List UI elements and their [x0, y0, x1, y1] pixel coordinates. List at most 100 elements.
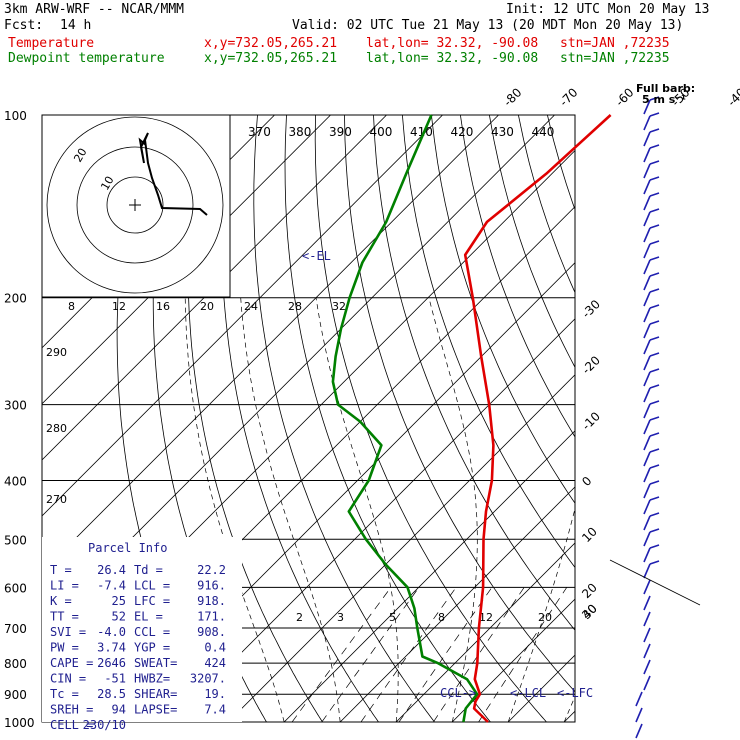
parcel-key: Td = — [134, 563, 163, 577]
isotherm-label: 0 — [579, 474, 594, 489]
wind-barb — [643, 355, 651, 371]
dry-adiabat — [663, 115, 740, 722]
full-barb-legend: Full barb: — [636, 82, 695, 95]
isotherm — [42, 115, 387, 461]
theta-side-label: 280 — [46, 422, 67, 435]
theta-label: 440 — [532, 125, 555, 139]
wind-barb-flag — [649, 112, 660, 117]
dry-adiabat — [187, 115, 323, 722]
wind-barb-flag — [649, 160, 660, 165]
mixing-ratio-label: 3 — [337, 611, 344, 624]
dry-adiabat — [634, 115, 740, 722]
wind-barb — [643, 307, 651, 323]
theta-side-label: 290 — [46, 346, 67, 359]
wind-barb — [643, 515, 651, 531]
wind-barb — [643, 643, 651, 659]
pressure-label: 1000 — [4, 716, 35, 730]
wind-barb — [643, 467, 651, 483]
parcel-key: HWBZ= — [134, 672, 170, 686]
isotherm — [42, 115, 443, 517]
parcel-info-box — [42, 537, 242, 722]
isotherm-label: -40 — [725, 85, 740, 109]
wind-barb — [635, 691, 643, 707]
wind-barb-flag — [649, 304, 660, 309]
moist-adiabat — [240, 297, 341, 722]
parcel-key: YGP = — [134, 641, 170, 655]
hodograph-ring — [106, 176, 164, 234]
wind-barb-flag — [649, 240, 660, 245]
wind-barb-flag — [649, 496, 660, 501]
pressure-label: 700 — [4, 622, 27, 636]
temperature-station: stn=JAN ,72235 — [560, 36, 670, 51]
wind-barb-flag — [649, 512, 660, 517]
parcel-value: 908. — [197, 625, 226, 639]
barb-axis-line — [609, 559, 701, 606]
wind-barb-flag — [649, 464, 660, 469]
parcel-value: 171. — [197, 610, 226, 624]
mixing-ratio-line — [291, 587, 392, 722]
wind-barb — [643, 659, 651, 675]
wind-barb — [635, 707, 643, 723]
isotherm-label: -60 — [613, 85, 637, 109]
wind-barb — [643, 531, 651, 547]
wind-barb — [643, 291, 651, 307]
wind-barb — [643, 259, 651, 275]
isotherm — [620, 115, 740, 722]
wind-speed-tick: 24 — [244, 300, 258, 313]
wind-barb-flag — [649, 448, 660, 453]
parcel-value: 2646 — [97, 656, 126, 670]
hodograph-ring-label: 20 — [71, 146, 89, 165]
hodograph — [41, 114, 231, 298]
wind-barb-flag — [649, 192, 660, 197]
wind-barb — [643, 163, 651, 179]
wind-barb-flag — [649, 432, 660, 437]
plot-frame — [41, 114, 576, 723]
lcl-annotation: <-LCL — [510, 686, 546, 700]
wind-barb — [643, 419, 651, 435]
moist-adiabat — [428, 297, 478, 722]
temperature-latlon: lat,lon= 32.32, -90.08 — [366, 36, 539, 51]
wind-barb-flag — [649, 560, 660, 565]
wind-speed-tick: 12 — [112, 300, 126, 313]
isotherm-label: -30 — [579, 297, 603, 321]
wind-barb — [643, 339, 651, 355]
parcel-key: SVI = — [50, 625, 86, 639]
wind-barb — [643, 387, 651, 403]
isotherm-label: -70 — [557, 85, 581, 109]
parcel-value: -4.0 — [97, 625, 126, 639]
mixing-ratio-label: 2 — [296, 611, 303, 624]
wind-barb-flag — [649, 480, 660, 485]
isotherm — [451, 598, 575, 722]
wind-barb-flag — [649, 336, 660, 341]
wind-barb — [643, 483, 651, 499]
forecast-hour: 14 h — [60, 18, 92, 33]
valid-time: Valid: 02 UTC Tue 21 May 13 (20 MDT Mon … — [292, 18, 684, 33]
parcel-key: LAPSE= — [134, 703, 177, 717]
wind-barb-flag — [649, 288, 660, 293]
isotherm — [339, 486, 575, 722]
init-time: Init: 12 UTC Mon 20 May 13 — [506, 2, 710, 17]
parcel-value: 28.5 — [97, 687, 126, 701]
wind-speed-tick: 20 — [200, 300, 214, 313]
wind-barb — [643, 595, 651, 611]
wind-barb — [643, 563, 651, 579]
parcel-value: 22.2 — [197, 563, 226, 577]
wind-speed-tick: 8 — [68, 300, 75, 313]
wind-barb-flag — [649, 384, 660, 389]
parcel-value: 19. — [204, 687, 226, 701]
wind-barb — [643, 499, 651, 515]
dry-adiabat — [489, 115, 575, 369]
dry-adiabat — [518, 115, 575, 294]
temperature-line — [463, 114, 612, 723]
theta-label: 390 — [329, 125, 352, 139]
wind-barb — [643, 403, 651, 419]
moist-adiabat — [184, 297, 285, 722]
dewpoint-station: stn=JAN ,72235 — [560, 51, 670, 66]
dry-adiabat — [721, 115, 740, 722]
isotherm-label: -10 — [579, 409, 603, 433]
mixing-ratio-label: 8 — [438, 611, 445, 624]
parcel-key: SWEAT= — [134, 656, 177, 670]
wind-barb — [643, 451, 651, 467]
parcel-key: Tc = — [50, 687, 79, 701]
parcel-value: 25 — [112, 594, 126, 608]
